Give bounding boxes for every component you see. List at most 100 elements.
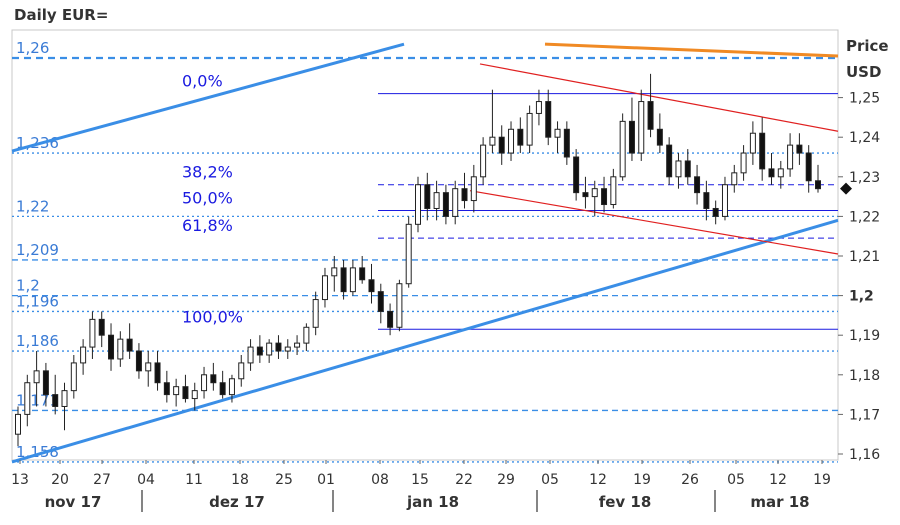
candle-body-22 bbox=[219, 382, 226, 396]
candle-body-68 bbox=[647, 101, 654, 130]
candle-body-65 bbox=[619, 120, 626, 178]
candle-body-4 bbox=[52, 394, 59, 407]
candle-body-6 bbox=[70, 362, 77, 392]
candle-body-5 bbox=[61, 390, 68, 407]
x-tick-label-3: 04 bbox=[137, 472, 155, 488]
x-tick-label-10: 22 bbox=[455, 472, 473, 488]
candle-body-15 bbox=[154, 362, 161, 384]
x-tick-label-16: 05 bbox=[727, 472, 745, 488]
candle-body-61 bbox=[582, 192, 589, 198]
candle-body-1 bbox=[24, 382, 31, 415]
candle-body-12 bbox=[126, 338, 133, 352]
candle-body-40 bbox=[387, 310, 394, 328]
y-tick-label-6: 1,22 bbox=[849, 209, 880, 225]
candle-body-66 bbox=[628, 120, 635, 154]
red-upper-channel bbox=[479, 63, 839, 132]
candle-body-16 bbox=[163, 382, 170, 396]
candle-body-80 bbox=[759, 132, 766, 170]
candle-body-31 bbox=[303, 326, 310, 344]
candle-body-71 bbox=[675, 160, 682, 178]
candle-body-29 bbox=[284, 346, 291, 352]
red-lower-channel bbox=[469, 190, 839, 255]
candle-body-26 bbox=[256, 346, 263, 356]
x-tick-label-2: 27 bbox=[93, 472, 111, 488]
candle-body-3 bbox=[42, 370, 49, 396]
candle-body-69 bbox=[656, 128, 663, 146]
fib-label-3: 61,8% bbox=[182, 216, 233, 235]
candle-body-28 bbox=[275, 342, 282, 352]
candle-body-67 bbox=[638, 101, 645, 154]
candle-body-72 bbox=[684, 160, 691, 178]
candle-body-41 bbox=[396, 283, 403, 328]
candle-body-81 bbox=[768, 168, 775, 178]
candle-body-62 bbox=[591, 188, 598, 198]
fib-label-0: 0,0% bbox=[182, 72, 223, 91]
candle-body-8 bbox=[89, 318, 96, 348]
candle-body-32 bbox=[312, 299, 319, 328]
candle-body-64 bbox=[610, 176, 617, 206]
candle-body-42 bbox=[405, 223, 412, 285]
y-tick-label-2: 1,18 bbox=[849, 368, 880, 384]
candle-body-50 bbox=[480, 144, 487, 178]
candle-body-17 bbox=[173, 386, 180, 396]
candle-body-57 bbox=[545, 101, 552, 138]
y-tick-label-4: 1,2 bbox=[849, 289, 874, 305]
candle-body-73 bbox=[694, 176, 701, 194]
candle-body-37 bbox=[359, 267, 366, 281]
candle-body-54 bbox=[517, 128, 524, 146]
candle-body-14 bbox=[145, 362, 152, 372]
x-tick-label-13: 12 bbox=[589, 472, 607, 488]
candle-body-76 bbox=[721, 184, 728, 217]
candle-body-77 bbox=[731, 172, 738, 186]
x-tick-label-15: 26 bbox=[681, 472, 699, 488]
candle-body-45 bbox=[433, 192, 440, 209]
candle-body-11 bbox=[117, 338, 124, 360]
candle-body-53 bbox=[508, 128, 515, 154]
candle-body-46 bbox=[442, 192, 449, 217]
plot-frame bbox=[11, 29, 839, 461]
fib-label-4: 100,0% bbox=[182, 307, 243, 326]
month-label-2: jan 18 bbox=[406, 493, 459, 511]
candle-body-33 bbox=[321, 275, 328, 301]
candle-body-52 bbox=[498, 136, 505, 154]
candle-body-49 bbox=[470, 176, 477, 202]
candle-body-23 bbox=[228, 378, 235, 396]
candle-body-24 bbox=[238, 362, 245, 380]
candle-body-59 bbox=[563, 128, 570, 158]
y-tick-label-9: 1,25 bbox=[849, 91, 880, 107]
lower-blue-trendline bbox=[11, 218, 839, 464]
candle-body-48 bbox=[461, 188, 468, 202]
x-tick-label-1: 20 bbox=[51, 472, 69, 488]
month-label-3: fev 18 bbox=[599, 493, 652, 511]
candle-body-9 bbox=[98, 318, 105, 336]
candle-body-63 bbox=[601, 188, 608, 206]
candle-body-47 bbox=[452, 188, 459, 217]
candle-body-27 bbox=[266, 342, 273, 356]
level-label-5: 1,196 bbox=[16, 292, 59, 310]
fib-label-1: 38,2% bbox=[182, 163, 233, 182]
y-tick-label-5: 1,21 bbox=[849, 249, 880, 265]
y-axis-title-line2: USD bbox=[846, 63, 881, 81]
candle-body-35 bbox=[340, 267, 347, 293]
candle-body-78 bbox=[740, 152, 747, 174]
x-tick-label-7: 01 bbox=[317, 472, 335, 488]
candle-body-82 bbox=[777, 168, 784, 178]
candle-body-43 bbox=[415, 184, 421, 225]
y-tick-label-8: 1,24 bbox=[849, 130, 880, 146]
last-price-marker bbox=[840, 182, 852, 195]
x-tick-label-18: 19 bbox=[813, 472, 831, 488]
candle-body-21 bbox=[210, 374, 217, 384]
level-label-3: 1,209 bbox=[16, 241, 59, 259]
x-tick-label-0: 13 bbox=[11, 472, 29, 488]
level-label-4: 1,2 bbox=[16, 277, 40, 295]
candle-body-30 bbox=[294, 342, 301, 348]
candle-body-56 bbox=[535, 101, 542, 114]
y-tick-label-0: 1,16 bbox=[849, 447, 880, 463]
candle-body-74 bbox=[703, 192, 710, 209]
x-tick-label-6: 25 bbox=[275, 472, 293, 488]
x-tick-label-4: 11 bbox=[185, 472, 203, 488]
x-tick-label-8: 08 bbox=[371, 472, 389, 488]
y-axis-title-line1: Price bbox=[846, 37, 889, 55]
orange-trendline bbox=[544, 42, 839, 58]
